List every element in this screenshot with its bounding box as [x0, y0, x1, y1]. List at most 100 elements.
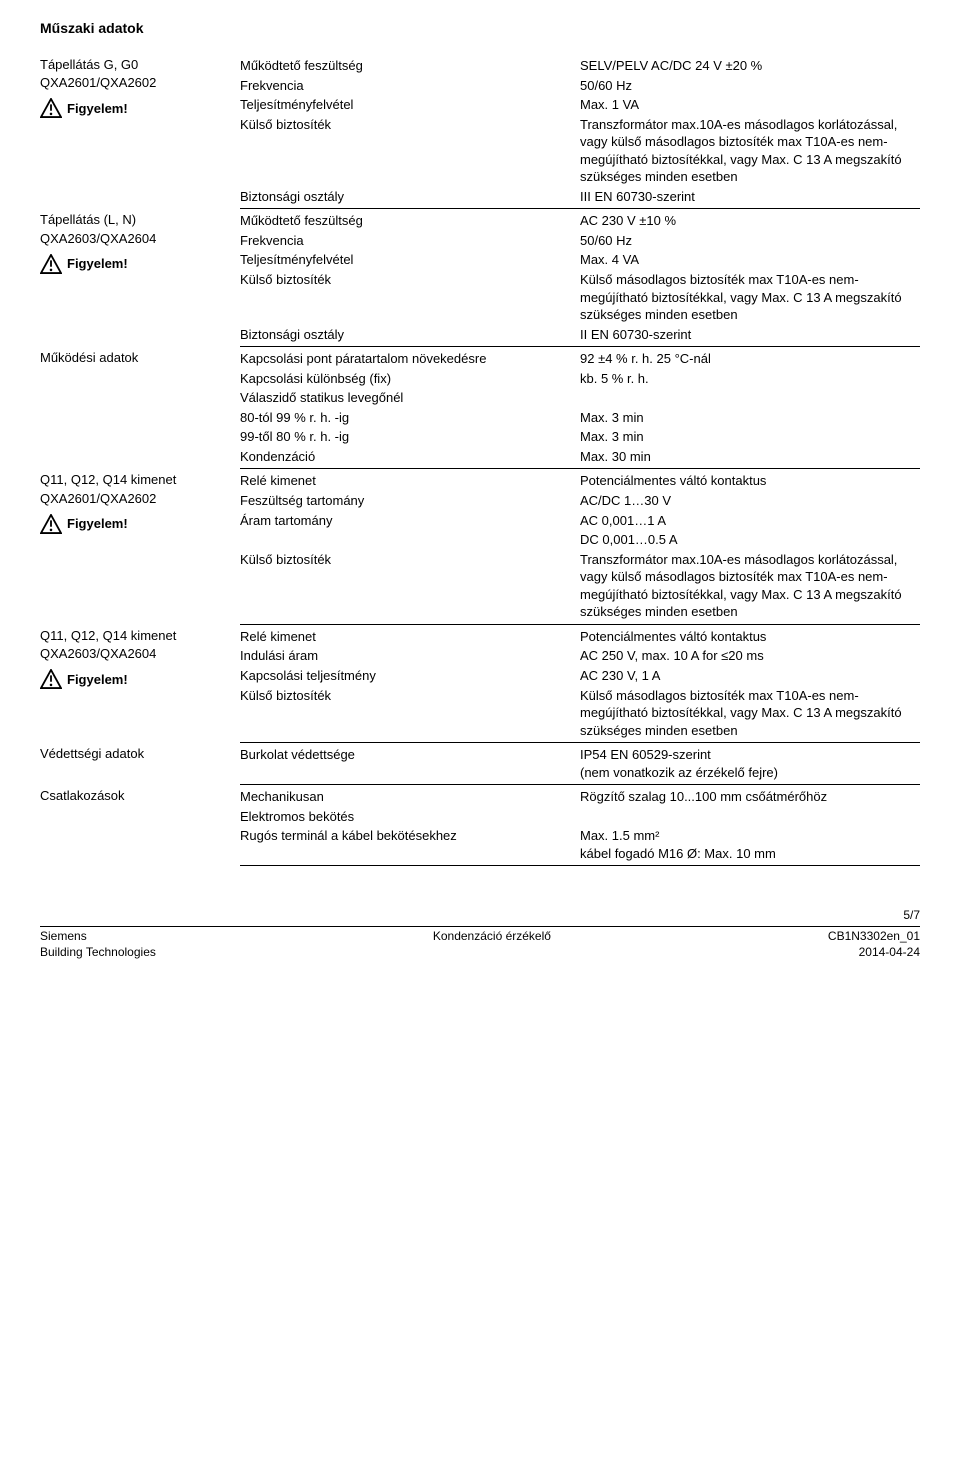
spec-section: Csatlakozások MechanikusanRögzítő szalag …	[40, 787, 920, 868]
value-cell	[580, 807, 920, 827]
table-row: Burkolat védettségeIP54 EN 60529-szerint…	[240, 745, 920, 782]
spec-table: Relé kimenetPotenciálmentes váltó kontak…	[240, 627, 920, 740]
table-row: Kapcsolási pont páratartalom növekedésre…	[240, 349, 920, 369]
table-row: TeljesítményfelvételMax. 1 VA	[240, 95, 920, 115]
table-row: Külső biztosítékKülső másodlagos biztosí…	[240, 270, 920, 325]
value-cell: Potenciálmentes váltó kontaktus	[580, 471, 920, 491]
value-cell: Max. 3 min	[580, 427, 920, 447]
table-row: Relé kimenetPotenciálmentes váltó kontak…	[240, 627, 920, 647]
table-row: Frekvencia50/60 Hz	[240, 76, 920, 96]
param-cell: Kondenzáció	[240, 447, 580, 467]
spec-table: Működtető feszültségAC 230 V ±10 %Frekve…	[240, 211, 920, 344]
table-row: Válaszidő statikus levegőnél	[240, 388, 920, 408]
table-row: Indulási áramAC 250 V, max. 10 A for ≤20…	[240, 646, 920, 666]
value-cell: Max. 1 VA	[580, 95, 920, 115]
value-cell: AC 230 V, 1 A	[580, 666, 920, 686]
param-cell: Indulási áram	[240, 646, 580, 666]
value-cell: AC 250 V, max. 10 A for ≤20 ms	[580, 646, 920, 666]
spec-section: Tápellátás (L, N)QXA2603/QXA2604Figyelem…	[40, 211, 920, 349]
section-category: Q11, Q12, Q14 kimenetQXA2601/QXA2602	[40, 471, 230, 507]
value-cell: 92 ±4 % r. h. 25 °C-nál	[580, 349, 920, 369]
spec-table: MechanikusanRögzítő szalag 10...100 mm c…	[240, 787, 920, 863]
table-row: Működtető feszültségSELV/PELV AC/DC 24 V…	[240, 56, 920, 76]
spec-table: Működtető feszültségSELV/PELV AC/DC 24 V…	[240, 56, 920, 206]
value-cell: AC 230 V ±10 %	[580, 211, 920, 231]
param-cell: Burkolat védettsége	[240, 745, 580, 782]
table-row: KondenzációMax. 30 min	[240, 447, 920, 467]
footer-right: CB1N3302en_01 2014-04-24	[828, 929, 920, 960]
param-cell: Teljesítményfelvétel	[240, 95, 580, 115]
param-cell: Működtető feszültség	[240, 211, 580, 231]
value-cell: 50/60 Hz	[580, 231, 920, 251]
value-cell: kb. 5 % r. h.	[580, 369, 920, 389]
warning-label: Figyelem!	[40, 669, 230, 689]
table-row: Külső biztosítékTranszformátor max.10A-e…	[240, 550, 920, 622]
warning-icon	[40, 254, 62, 274]
spec-table: Burkolat védettségeIP54 EN 60529-szerint…	[240, 745, 920, 782]
table-row: Biztonsági osztályIII EN 60730-szerint	[240, 187, 920, 207]
section-divider	[240, 468, 920, 469]
param-cell: Külső biztosíték	[240, 686, 580, 741]
param-cell: Kapcsolási pont páratartalom növekedésre	[240, 349, 580, 369]
spec-section: Q11, Q12, Q14 kimenetQXA2603/QXA2604Figy…	[40, 627, 920, 745]
table-row: 80-tól 99 % r. h. -igMax. 3 min	[240, 408, 920, 428]
table-row: MechanikusanRögzítő szalag 10...100 mm c…	[240, 787, 920, 807]
table-row: TeljesítményfelvételMax. 4 VA	[240, 250, 920, 270]
param-cell: Elektromos bekötés	[240, 807, 580, 827]
value-cell: Max. 3 min	[580, 408, 920, 428]
section-category: Tápellátás (L, N)QXA2603/QXA2604	[40, 211, 230, 247]
value-cell: Max. 4 VA	[580, 250, 920, 270]
param-cell: Biztonsági osztály	[240, 325, 580, 345]
spec-section: Védettségi adatok Burkolat védettségeIP54…	[40, 745, 920, 787]
warning-icon	[40, 514, 62, 534]
value-cell: IP54 EN 60529-szerint(nem vonatkozik az …	[580, 745, 920, 782]
section-divider	[240, 784, 920, 785]
value-cell: AC 0,001…1 A	[580, 511, 920, 531]
param-cell: Teljesítményfelvétel	[240, 250, 580, 270]
section-divider	[240, 624, 920, 625]
spec-table: Kapcsolási pont páratartalom növekedésre…	[240, 349, 920, 466]
section-category: Működési adatok	[40, 349, 230, 367]
section-divider	[240, 865, 920, 866]
value-cell: 50/60 Hz	[580, 76, 920, 96]
param-cell: Frekvencia	[240, 231, 580, 251]
spec-section: Tápellátás G, G0QXA2601/QXA2602Figyelem!…	[40, 56, 920, 211]
table-row: Relé kimenetPotenciálmentes váltó kontak…	[240, 471, 920, 491]
section-category: Védettségi adatok	[40, 745, 230, 763]
table-row: Frekvencia50/60 Hz	[240, 231, 920, 251]
param-cell: Frekvencia	[240, 76, 580, 96]
param-cell: Feszültség tartomány	[240, 491, 580, 511]
value-cell: Külső másodlagos biztosíték max T10A-es …	[580, 686, 920, 741]
table-row: Elektromos bekötés	[240, 807, 920, 827]
param-cell: Külső biztosíték	[240, 270, 580, 325]
param-cell: 99-től 80 % r. h. -ig	[240, 427, 580, 447]
page-number: 5/7	[40, 908, 920, 922]
warning-label: Figyelem!	[40, 98, 230, 118]
param-cell: Relé kimenet	[240, 627, 580, 647]
value-cell: Transzformátor max.10A-es másodlagos kor…	[580, 115, 920, 187]
param-cell: Külső biztosíték	[240, 115, 580, 187]
value-cell: Potenciálmentes váltó kontaktus	[580, 627, 920, 647]
param-cell: Rugós terminál a kábel bekötésekhez	[240, 826, 580, 863]
param-cell: Kapcsolási teljesítmény	[240, 666, 580, 686]
table-row: Áram tartományAC 0,001…1 A	[240, 511, 920, 531]
table-row: Külső biztosítékKülső másodlagos biztosí…	[240, 686, 920, 741]
value-cell: III EN 60730-szerint	[580, 187, 920, 207]
warning-icon	[40, 98, 62, 118]
section-category: Csatlakozások	[40, 787, 230, 805]
section-divider	[240, 742, 920, 743]
footer-center: Kondenzáció érzékelő	[433, 929, 551, 960]
param-cell: Külső biztosíték	[240, 550, 580, 622]
table-row: Rugós terminál a kábel bekötésekhezMax. …	[240, 826, 920, 863]
warning-icon	[40, 669, 62, 689]
table-row: 99-től 80 % r. h. -igMax. 3 min	[240, 427, 920, 447]
table-row: DC 0,001…0.5 A	[240, 530, 920, 550]
page-footer: 5/7 Siemens Building Technologies Konden…	[40, 908, 920, 960]
value-cell: SELV/PELV AC/DC 24 V ±20 %	[580, 56, 920, 76]
table-row: Működtető feszültségAC 230 V ±10 %	[240, 211, 920, 231]
param-cell: Biztonsági osztály	[240, 187, 580, 207]
page-title: Műszaki adatok	[40, 20, 920, 36]
footer-left: Siemens Building Technologies	[40, 929, 156, 960]
value-cell: DC 0,001…0.5 A	[580, 530, 920, 550]
param-cell: Válaszidő statikus levegőnél	[240, 388, 580, 408]
